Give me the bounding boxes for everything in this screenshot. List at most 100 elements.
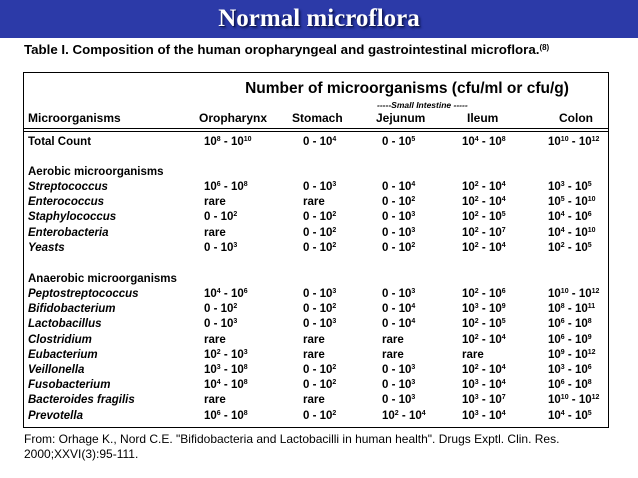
count-cell: rare (382, 333, 404, 346)
count-cell: 102 - 104 (382, 409, 426, 422)
header-jejunum: Jejunum (376, 111, 426, 125)
count-cell: 102 - 104 (462, 333, 506, 346)
count-cell: 103 - 104 (462, 409, 506, 422)
count-cell: 102 - 104 (462, 241, 506, 254)
count-cell: 0 - 102 (382, 196, 416, 209)
count-cell: 102 - 106 (462, 288, 506, 300)
count-cell: 102 - 107 (462, 226, 506, 239)
count-cell: 102 - 104 (462, 181, 506, 193)
count-cell: 106 - 108 (204, 181, 248, 193)
count-cell: 0 - 102 (303, 409, 337, 422)
count-cell: 0 - 103 (303, 318, 337, 331)
table-caption: Table I. Composition of the human oropha… (24, 42, 624, 57)
organism-name: Eubacterium (28, 348, 98, 361)
table-row: Enterobacteria rare 0 - 102 0 - 103 102 - 10… (24, 226, 608, 241)
table-row: Bacteroides fragilis rare rare 0 - 103 103 -… (24, 393, 608, 408)
count-cell: 0 - 102 (204, 303, 238, 316)
count-cell: rare (204, 394, 226, 407)
count-cell: 102 - 105 (548, 241, 592, 254)
count-cell: 0 - 103 (382, 211, 416, 224)
table-row: Yeasts 0 - 103 0 - 102 0 - 102 102 - 104 102 … (24, 241, 608, 256)
count-cell: 0 - 102 (204, 211, 238, 224)
count-cell: 102 - 104 (462, 196, 506, 209)
count-cell: 106 - 109 (548, 333, 592, 346)
count-cell: 106 - 108 (204, 409, 248, 422)
count-cell: 0 - 104 (382, 318, 416, 331)
caption-reference: (8) (539, 43, 550, 52)
count-cell: 0 - 104 (382, 303, 416, 316)
count-cell: 106 - 108 (548, 379, 592, 392)
count-cell: 0 - 103 (382, 288, 416, 300)
count-cell: 0 - 103 (204, 241, 238, 254)
count-cell: 108 - 1011 (548, 303, 596, 316)
table-row: Lactobacillus 0 - 103 0 - 103 0 - 104 102 - … (24, 317, 608, 332)
anaerobic-section-title: Anaerobic microorganisms (28, 273, 177, 285)
count-cell: 103 - 104 (462, 379, 506, 392)
title-banner: Normal microflora (0, 0, 638, 38)
aerobic-section-title: Aerobic microorganisms (28, 166, 164, 178)
count-cell: 0 - 103 (303, 181, 337, 193)
count-cell: 104 - 108 (204, 379, 248, 392)
table-row: Staphylococcus 0 - 102 0 - 102 0 - 103 102 -… (24, 210, 608, 225)
table-row: Fusobacterium 104 - 108 0 - 102 0 - 103 103 … (24, 378, 608, 393)
count-cell: rare (204, 226, 226, 239)
organism-name: Veillonella (28, 364, 85, 376)
count-cell: 0 - 105 (382, 136, 416, 148)
organism-name: Bacteroides fragilis (28, 394, 135, 407)
count-cell: 0 - 103 (382, 394, 416, 407)
count-cell: 106 - 108 (548, 318, 592, 331)
slide-title: Normal microflora (218, 5, 420, 32)
count-cell: 109 - 1012 (548, 348, 596, 361)
table-row: Peptostreptococcus 104 - 106 0 - 103 0 - 10… (24, 287, 608, 302)
count-cell: 0 - 103 (382, 226, 416, 239)
count-cell: 105 - 1010 (548, 196, 596, 209)
count-cell: 102 - 103 (204, 348, 248, 361)
organism-name: Clostridium (28, 333, 92, 346)
count-cell: 102 - 105 (462, 318, 506, 331)
organism-name: Staphylococcus (28, 211, 117, 224)
count-cell: 0 - 103 (382, 364, 416, 376)
table-row: Bifidobacterium 0 - 102 0 - 102 0 - 104 103 … (24, 302, 608, 317)
count-cell: 104 - 106 (548, 211, 592, 224)
header-microorganisms: Microorganisms (28, 111, 121, 125)
count-cell: 104 - 106 (204, 288, 248, 300)
count-cell: rare (204, 196, 226, 209)
count-cell: 0 - 102 (303, 241, 337, 254)
organism-name: Lactobacillus (28, 318, 102, 331)
count-cell: 0 - 103 (204, 318, 238, 331)
count-cell: 0 - 104 (382, 181, 416, 193)
count-cell: 104 - 108 (462, 136, 506, 148)
table-row: Eubacterium 102 - 103 rare rare rare 109 - 10… (24, 348, 608, 363)
count-cell: 0 - 102 (303, 226, 337, 239)
count-cell: 1010 - 1012 (548, 136, 600, 148)
table-row: Clostridium rare rare rare 102 - 104 106 - 10… (24, 333, 608, 348)
count-cell: 103 - 106 (548, 364, 592, 376)
header-oropharynx: Oropharynx (199, 111, 268, 125)
table-row: Streptococcus 106 - 108 0 - 103 0 - 104 102 … (24, 180, 608, 195)
count-cell: rare (462, 348, 484, 361)
header-ileum: Ileum (467, 111, 499, 125)
count-cell: rare (382, 348, 404, 361)
header-rule-bottom (24, 131, 608, 132)
table-row: Veillonella 103 - 108 0 - 102 0 - 103 102 - … (24, 363, 608, 378)
count-cell: 0 - 102 (303, 379, 337, 392)
count-cell: 0 - 102 (303, 364, 337, 376)
count-cell: rare (303, 196, 325, 209)
count-cell: 103 - 109 (462, 303, 506, 316)
organism-name: Bifidobacterium (28, 303, 116, 316)
table-row: Enterococcus rare rare 0 - 102 102 - 104 105 … (24, 195, 608, 210)
count-cell: 108 - 1010 (204, 136, 252, 148)
table-row: Total Count 108 - 1010 0 - 104 0 - 105 104 -… (24, 135, 608, 150)
count-cell: rare (303, 348, 325, 361)
count-cell: 103 - 108 (204, 364, 248, 376)
count-cell: rare (303, 394, 325, 407)
organism-name: Enterococcus (28, 196, 105, 209)
header-stomach: Stomach (292, 111, 343, 125)
count-cell: 104 - 1010 (548, 226, 596, 239)
column-group-header: Number of microorganisms (cfu/ml or cfu/… (245, 80, 569, 97)
count-cell: 0 - 102 (303, 303, 337, 316)
organism-name: Yeasts (28, 241, 65, 254)
header-rule-top (24, 128, 608, 129)
count-cell: 0 - 103 (303, 288, 337, 300)
organism-name: Peptostreptococcus (28, 288, 139, 300)
